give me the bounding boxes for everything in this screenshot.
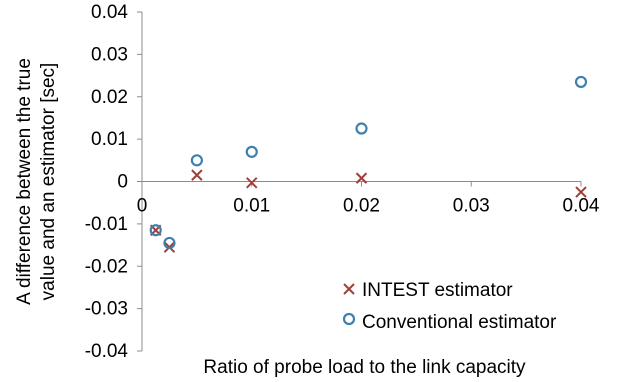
y-axis-title: A difference between the true value and a… [14, 58, 59, 305]
y-axis-title-line: value and an estimator [sec] [38, 63, 59, 301]
conventional-point [163, 236, 176, 250]
data-marks [149, 75, 588, 253]
y-tick-label: -0.03 [85, 299, 128, 320]
x-axis-title: Ratio of probe load to the link capacity [203, 357, 526, 378]
tick-labels: 0.04 0.03 0.02 0.01 0 -0.01 -0.02 -0.03 -0.04 0 0.… [85, 2, 600, 362]
conventional-point [245, 145, 258, 158]
y-tick-label: -0.04 [85, 341, 129, 362]
conventional-point [355, 122, 368, 135]
legend-marker-intest [343, 283, 355, 295]
x-tick-label: 0.01 [233, 196, 270, 217]
y-tick-label: 0.02 [91, 87, 128, 108]
conventional-point [574, 75, 588, 89]
x-tick-label: 0 [137, 196, 148, 217]
y-tick-label: -0.02 [85, 256, 128, 277]
intest-point [355, 172, 368, 184]
y-tick-label: -0.01 [85, 214, 128, 235]
conventional-point [149, 224, 162, 237]
y-tick-label: 0.01 [91, 129, 128, 150]
x-stroke [246, 177, 258, 189]
legend: INTEST estimator Conventional estimator [342, 280, 557, 333]
y-axis-title-line: A difference between the true [14, 58, 35, 305]
conventional-point [190, 154, 203, 167]
legend-label: Conventional estimator [362, 312, 557, 333]
y-tick-label: 0.03 [91, 44, 128, 65]
intest-point [191, 169, 203, 181]
x-stroke [355, 172, 368, 184]
intest-point [246, 177, 258, 189]
x-tick-label: 0.02 [343, 196, 380, 217]
x-stroke [191, 169, 203, 181]
legend-label: INTEST estimator [362, 280, 513, 301]
intest-point [575, 186, 587, 198]
legend-marker-conventional [342, 312, 356, 326]
y-tick-label: 0 [117, 172, 128, 193]
x-tick-label: 0.03 [453, 196, 490, 217]
y-tick-label: 0.04 [91, 2, 128, 23]
x-tick-label: 0.04 [563, 196, 600, 217]
x-stroke [575, 186, 587, 198]
